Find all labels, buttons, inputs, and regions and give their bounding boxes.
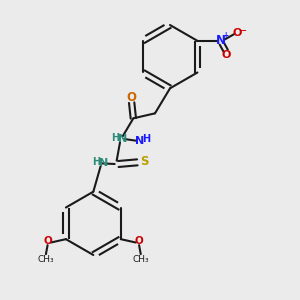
Text: N: N [118, 134, 127, 144]
Text: O: O [135, 236, 143, 247]
Text: N: N [99, 158, 108, 168]
Text: H: H [142, 134, 150, 144]
Text: CH₃: CH₃ [132, 255, 149, 264]
Text: H: H [92, 157, 100, 167]
Text: O: O [233, 28, 242, 38]
Text: N: N [216, 34, 226, 47]
Text: CH₃: CH₃ [38, 255, 54, 264]
Text: H: H [112, 133, 120, 143]
Text: O: O [43, 236, 52, 247]
Text: S: S [140, 155, 148, 168]
Text: −: − [240, 26, 247, 35]
Text: +: + [222, 31, 228, 40]
Text: O: O [127, 92, 137, 104]
Text: N: N [135, 136, 145, 146]
Text: O: O [221, 50, 230, 60]
